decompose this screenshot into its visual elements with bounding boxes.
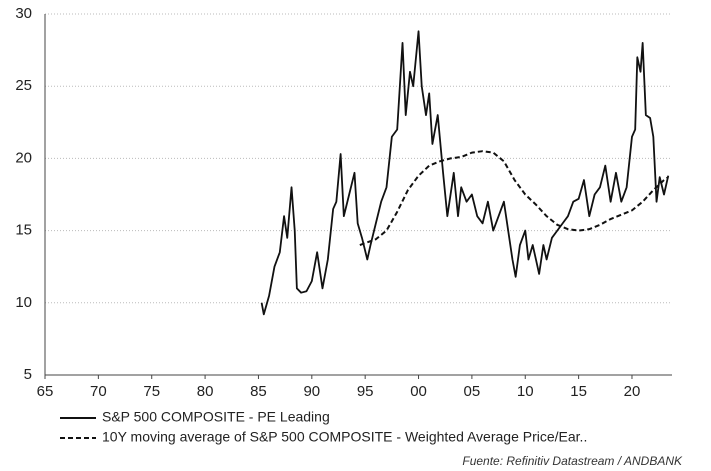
x-tick-label: 15 [570,383,587,400]
x-tick-label: 20 [624,383,641,400]
x-tick-label: 05 [464,383,481,400]
legend-label: S&P 500 COMPOSITE - PE Leading [102,409,330,425]
x-tick-label: 10 [517,383,534,400]
x-tick-label: 90 [303,383,320,400]
y-tick-label: 20 [15,149,32,166]
x-tick-label: 65 [37,383,54,400]
x-tick-label: 80 [197,383,214,400]
x-tick-label: 75 [143,383,160,400]
y-tick-label: 15 [15,222,32,239]
series-line [359,150,669,246]
legend-label: 10Y moving average of S&P 500 COMPOSITE … [102,429,587,445]
x-tick-label: 70 [90,383,107,400]
y-tick-label: 25 [15,77,32,94]
y-tick-label: 30 [15,5,32,22]
x-tick-label: 00 [410,383,427,400]
x-tick-label: 85 [250,383,267,400]
series-line [260,30,670,316]
source-note: Fuente: Refinitiv Datastream / ANDBANK [462,454,683,468]
y-tick-label: 5 [24,366,32,383]
x-tick-label: 95 [357,383,374,400]
y-tick-label: 10 [15,294,32,311]
